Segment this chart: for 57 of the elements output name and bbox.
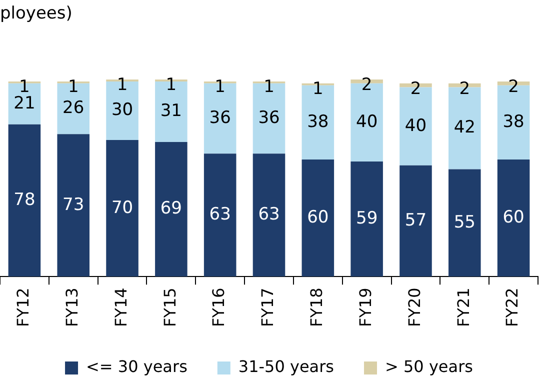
chart-title: ployees) bbox=[0, 4, 72, 24]
data-label: 26 bbox=[62, 98, 84, 118]
x-tick-label: FY19 bbox=[356, 288, 375, 328]
data-label: 70 bbox=[111, 198, 134, 218]
x-tick-label: FY12 bbox=[14, 288, 33, 328]
data-label: 31 bbox=[160, 101, 182, 122]
x-tick-label: FY21 bbox=[454, 288, 473, 328]
data-label: 40 bbox=[404, 116, 427, 136]
x-tick-label: FY14 bbox=[111, 288, 130, 328]
data-label: 1 bbox=[116, 74, 128, 95]
data-label: 55 bbox=[454, 212, 476, 232]
data-label: 38 bbox=[307, 112, 329, 132]
x-tick-label: FY22 bbox=[502, 288, 522, 328]
bar bbox=[204, 154, 236, 277]
data-label: 38 bbox=[502, 112, 524, 132]
data-label: 1 bbox=[264, 76, 274, 97]
data-label: 1 bbox=[166, 74, 177, 95]
bar bbox=[8, 124, 41, 277]
data-label: 57 bbox=[404, 210, 427, 230]
data-label: 1 bbox=[214, 76, 226, 97]
data-label: 30 bbox=[111, 100, 134, 120]
bar bbox=[155, 142, 188, 277]
data-label: 1 bbox=[68, 76, 79, 97]
data-label: 42 bbox=[454, 118, 476, 138]
data-label: 2 bbox=[410, 78, 422, 99]
data-label: 78 bbox=[14, 190, 36, 210]
data-label: 60 bbox=[502, 208, 524, 228]
bar bbox=[448, 169, 481, 277]
data-label: 2 bbox=[361, 74, 372, 95]
bar bbox=[497, 160, 530, 277]
x-tick-label: FY15 bbox=[160, 288, 180, 328]
data-label: 1 bbox=[312, 78, 324, 99]
x-tick-label: FY16 bbox=[209, 288, 228, 328]
legend-label: > 50 years bbox=[385, 357, 473, 376]
bar bbox=[400, 165, 432, 277]
data-label: 59 bbox=[356, 208, 378, 228]
data-label: 2 bbox=[459, 78, 470, 99]
data-label: 63 bbox=[209, 204, 231, 225]
data-label: 73 bbox=[62, 194, 84, 215]
data-label: 60 bbox=[307, 208, 329, 228]
bar bbox=[302, 160, 334, 277]
bar bbox=[350, 161, 383, 277]
legend-label: 31-50 years bbox=[238, 357, 334, 376]
x-tick-label: FY20 bbox=[404, 288, 424, 328]
data-label: 69 bbox=[160, 198, 182, 219]
bar bbox=[252, 154, 286, 277]
x-tick-label: FY13 bbox=[62, 288, 82, 328]
data-label: 40 bbox=[356, 112, 378, 132]
data-label: 36 bbox=[209, 108, 231, 128]
bar bbox=[57, 134, 90, 277]
x-tick-label: FY17 bbox=[258, 288, 278, 328]
x-tick-label: FY18 bbox=[307, 288, 326, 328]
data-label: 2 bbox=[508, 76, 519, 97]
legend-label: <= 30 years bbox=[86, 357, 188, 376]
data-label: 36 bbox=[258, 108, 280, 128]
bar bbox=[106, 140, 138, 277]
data-label: 63 bbox=[258, 204, 280, 225]
